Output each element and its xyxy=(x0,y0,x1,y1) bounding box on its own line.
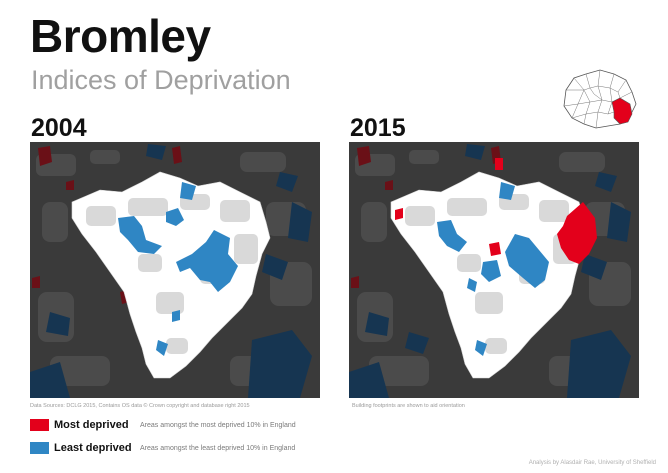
legend-least-deprived-swatch xyxy=(30,442,49,454)
legend-most-deprived-swatch xyxy=(30,419,49,431)
legend-most-deprived-label: Most deprived xyxy=(54,419,129,431)
legend-least-deprived-label: Least deprived xyxy=(54,442,132,454)
year-label-2015: 2015 xyxy=(350,114,406,142)
year-label-2004: 2004 xyxy=(31,114,87,142)
page-subtitle: Indices of Deprivation xyxy=(31,65,291,95)
legend-least-deprived-description: Areas amongst the least deprived 10% in … xyxy=(140,445,296,452)
map-2015 xyxy=(349,142,639,398)
legend-most-deprived-description: Areas amongst the most deprived 10% in E… xyxy=(140,422,296,429)
map-2015-caption: Building footprints are shown to aid ori… xyxy=(352,403,465,409)
london-locator-map xyxy=(563,69,637,129)
credit-text: Analysis by Alasdair Rae, University of … xyxy=(528,460,656,466)
map-2004 xyxy=(30,142,320,398)
page-title: Bromley xyxy=(30,10,211,62)
map-2004-caption: Data Sources: DCLG 2015, Contains OS dat… xyxy=(30,403,250,409)
